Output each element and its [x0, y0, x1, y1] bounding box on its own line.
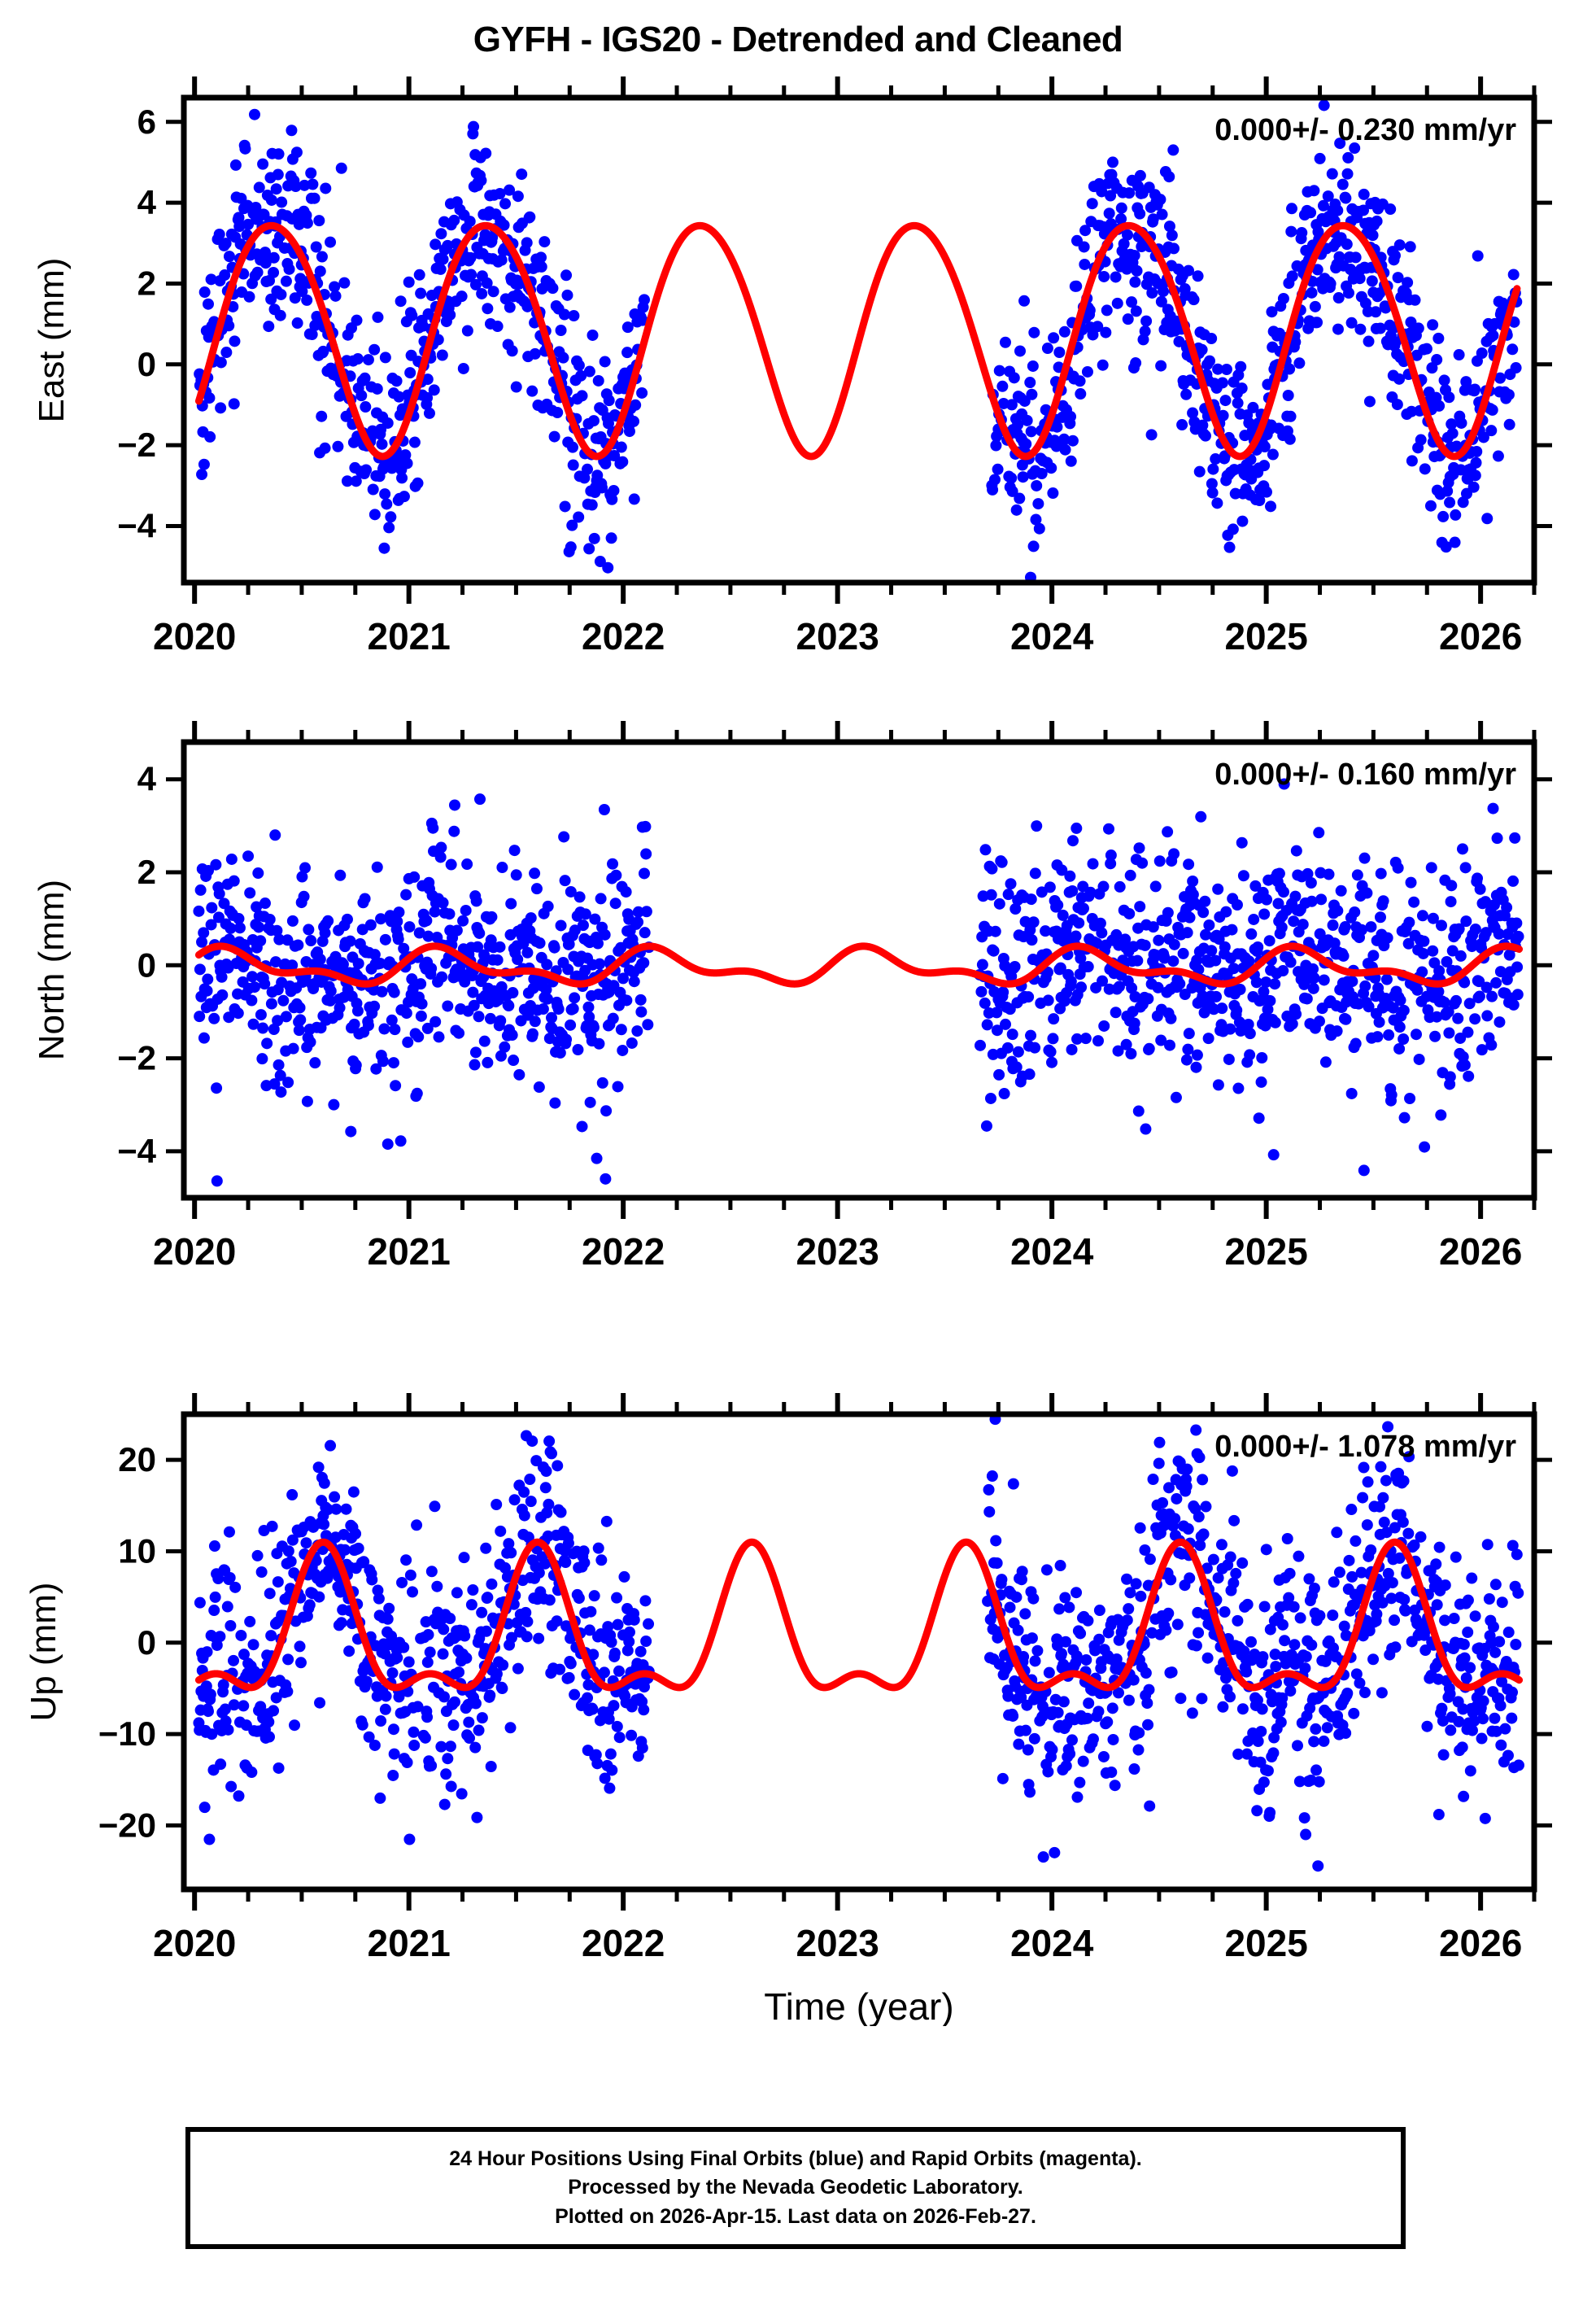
- y-axis-label-north: North (mm): [32, 880, 72, 1060]
- svg-text:0: 0: [137, 345, 156, 383]
- panel-east-svg: −4 −2 0 2 4 6 2020 2021 2022 2023 2024 2025 2026 East…: [32, 76, 1552, 657]
- panel-north: −4 −2 0 2 4 2020 2021 2022 2023 2024 2025 2026 North…: [0, 716, 1596, 1286]
- svg-text:2025: 2025: [1224, 1230, 1307, 1273]
- svg-text:2021: 2021: [367, 1230, 450, 1273]
- caption-line-3: Plotted on 2026-Apr-15. Last data on 202…: [555, 2204, 1036, 2228]
- svg-text:2021: 2021: [367, 615, 450, 657]
- x-axis-label: Time (year): [764, 1985, 953, 2026]
- caption-line-1: 24 Hour Positions Using Final Orbits (bl…: [449, 2147, 1142, 2170]
- svg-text:2024: 2024: [1010, 1922, 1094, 1964]
- svg-text:2020: 2020: [153, 615, 236, 657]
- svg-text:−4: −4: [117, 506, 157, 544]
- svg-text:−4: −4: [117, 1132, 157, 1170]
- svg-text:2024: 2024: [1010, 1230, 1094, 1273]
- svg-text:−2: −2: [117, 426, 156, 464]
- svg-text:2022: 2022: [582, 1230, 665, 1273]
- svg-text:0: 0: [137, 946, 156, 984]
- svg-text:2022: 2022: [582, 1922, 665, 1964]
- svg-text:2026: 2026: [1439, 1922, 1522, 1964]
- svg-text:2026: 2026: [1439, 1230, 1522, 1273]
- svg-text:6: 6: [137, 103, 156, 141]
- caption-box: 24 Hour Positions Using Final Orbits (bl…: [185, 2127, 1406, 2249]
- y-axis-label-up: Up (mm): [24, 1582, 63, 1721]
- panel-east: −4 −2 0 2 4 6 2020 2021 2022 2023 2024 2025 2026 East…: [0, 49, 1596, 667]
- rate-annotation-east: 0.000+/- 0.230 mm/yr: [1214, 113, 1516, 147]
- svg-text:2: 2: [137, 264, 156, 302]
- svg-text:2023: 2023: [796, 1230, 879, 1273]
- svg-text:2023: 2023: [796, 1922, 879, 1964]
- svg-text:4: 4: [137, 183, 157, 221]
- svg-text:2020: 2020: [153, 1922, 236, 1964]
- caption-line-2: Processed by the Nevada Geodetic Laborat…: [568, 2176, 1023, 2199]
- svg-text:2023: 2023: [796, 615, 879, 657]
- svg-text:2024: 2024: [1010, 615, 1094, 657]
- svg-text:−10: −10: [98, 1714, 156, 1753]
- svg-text:2: 2: [137, 853, 156, 891]
- page-title: GYFH - IGS20 - Detrended and Cleaned: [473, 20, 1123, 59]
- y-axis-label-east: East (mm): [32, 258, 72, 423]
- svg-text:10: 10: [118, 1531, 156, 1570]
- rate-annotation-up: 0.000+/- 1.078 mm/yr: [1214, 1430, 1516, 1464]
- svg-text:4: 4: [137, 760, 157, 798]
- svg-text:2026: 2026: [1439, 615, 1522, 657]
- svg-text:2020: 2020: [153, 1230, 236, 1273]
- svg-text:2025: 2025: [1224, 615, 1307, 657]
- svg-text:2021: 2021: [367, 1922, 450, 1964]
- svg-text:−2: −2: [117, 1039, 156, 1077]
- svg-text:20: 20: [118, 1440, 156, 1478]
- rate-annotation-north: 0.000+/- 0.160 mm/yr: [1214, 758, 1516, 792]
- svg-text:2025: 2025: [1224, 1922, 1307, 1964]
- panel-north-svg: −4 −2 0 2 4 2020 2021 2022 2023 2024 2025 2026 North…: [32, 721, 1552, 1273]
- svg-text:2022: 2022: [582, 615, 665, 657]
- svg-text:0: 0: [137, 1623, 156, 1662]
- svg-text:−20: −20: [98, 1806, 156, 1844]
- panel-up: −20 −10 0 10 20 2020 2021 2022 2023 2024 2025 2026 U…: [0, 1383, 1596, 2026]
